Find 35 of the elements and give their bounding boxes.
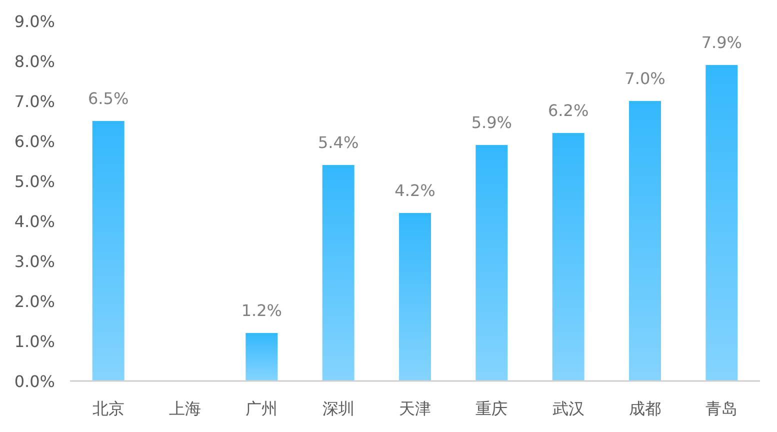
y-tick-label: 6.0%	[14, 132, 55, 151]
bar	[399, 213, 431, 381]
y-tick-label: 0.0%	[14, 372, 55, 391]
bar	[322, 165, 354, 381]
y-tick-label: 3.0%	[14, 252, 55, 271]
data-label: 6.2%	[548, 101, 589, 120]
data-label: 7.0%	[624, 69, 666, 88]
x-tick-label: 天津	[399, 399, 431, 418]
x-tick-label: 成都	[629, 399, 661, 418]
bar	[246, 333, 278, 381]
y-tick-label: 2.0%	[14, 292, 55, 311]
x-tick-label: 上海	[169, 399, 201, 418]
y-tick-label: 8.0%	[14, 52, 55, 71]
data-label: 6.5%	[88, 89, 129, 108]
x-tick-label: 北京	[92, 399, 124, 418]
x-tick-label: 广州	[246, 399, 278, 418]
bar	[629, 101, 661, 381]
y-tick-label: 1.0%	[14, 332, 55, 351]
bar	[706, 65, 738, 381]
x-tick-label: 重庆	[476, 399, 508, 418]
bar	[476, 145, 508, 381]
data-label: 5.4%	[318, 133, 359, 152]
y-tick-label: 9.0%	[14, 12, 55, 31]
y-tick-label: 7.0%	[14, 92, 55, 111]
bar	[552, 133, 584, 381]
data-label: 4.2%	[394, 181, 436, 200]
y-tick-label: 4.0%	[14, 212, 55, 231]
bar	[92, 121, 124, 381]
x-tick-label: 武汉	[552, 399, 584, 418]
x-tick-label: 深圳	[322, 399, 354, 418]
data-label: 1.2%	[241, 301, 282, 320]
x-tick-label: 青岛	[706, 399, 738, 418]
data-label: 7.9%	[701, 33, 742, 52]
data-label: 5.9%	[471, 113, 512, 132]
y-tick-label: 5.0%	[14, 172, 55, 191]
